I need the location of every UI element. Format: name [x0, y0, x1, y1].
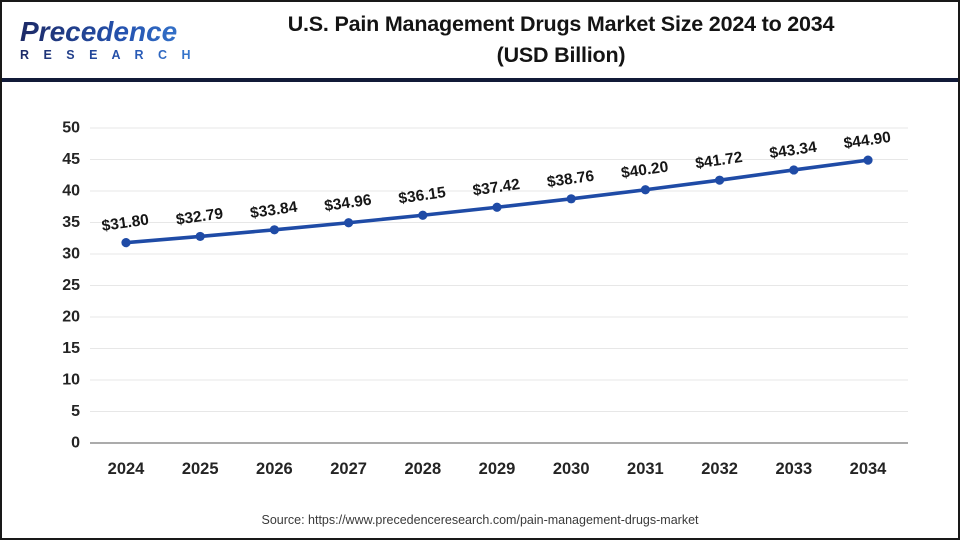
- y-tick-label: 45: [62, 151, 80, 168]
- data-point-label: $43.34: [769, 139, 819, 162]
- data-point: [863, 155, 873, 165]
- y-tick-label: 10: [62, 372, 80, 389]
- data-point-label: $44.90: [843, 129, 892, 152]
- data-point-label: $33.84: [249, 199, 299, 222]
- x-tick-label: 2034: [850, 460, 888, 478]
- y-tick-label: 40: [62, 183, 80, 200]
- x-tick-label: 2030: [553, 460, 590, 478]
- x-tick-label: 2033: [775, 460, 812, 478]
- chart-title-line1: U.S. Pain Management Drugs Market Size 2…: [287, 12, 835, 36]
- x-tick-label: 2031: [627, 460, 664, 478]
- data-point-label: $36.15: [398, 184, 448, 207]
- data-point-label: $37.42: [472, 176, 521, 199]
- x-tick-label: 2025: [182, 460, 219, 478]
- data-point: [121, 238, 131, 248]
- y-tick-label: 15: [62, 340, 80, 357]
- y-tick-label: 5: [71, 403, 80, 420]
- data-point: [492, 202, 502, 212]
- data-point-label: $40.20: [620, 159, 669, 182]
- chart-title: U.S. Pain Management Drugs Market Size 2…: [210, 9, 958, 71]
- y-tick-label: 20: [62, 309, 80, 326]
- data-point: [640, 185, 651, 195]
- y-tick-label: 50: [62, 120, 80, 137]
- y-tick-label: 25: [62, 277, 80, 294]
- data-point-label: $31.80: [101, 211, 150, 234]
- data-point: [344, 218, 354, 228]
- data-point: [566, 194, 576, 204]
- x-tick-label: 2026: [256, 460, 293, 478]
- logo-subtitle: R E S E A R C H: [20, 49, 210, 62]
- y-tick-label: 30: [62, 246, 80, 263]
- data-point-label: $34.96: [323, 192, 373, 215]
- chart-title-line2: (USD Billion): [496, 43, 626, 67]
- x-tick-label: 2027: [330, 460, 367, 478]
- data-point: [789, 165, 799, 175]
- series-line: [124, 158, 870, 245]
- data-point-label: $41.72: [694, 149, 743, 172]
- x-tick-label: 2032: [701, 460, 738, 478]
- x-tick-label: 2028: [404, 460, 441, 478]
- y-tick-label: 0: [71, 435, 80, 452]
- precedence-research-logo: Precedence R E S E A R C H: [2, 18, 210, 62]
- data-point: [418, 210, 428, 220]
- data-point-label: $38.76: [546, 168, 596, 191]
- data-point-label: $32.79: [175, 205, 225, 228]
- data-point: [195, 231, 205, 242]
- data-point: [715, 175, 725, 185]
- x-tick-label: 2024: [108, 460, 146, 478]
- data-point: [269, 225, 279, 235]
- source-attribution: Source: https://www.precedenceresearch.c…: [261, 513, 699, 527]
- logo-wordmark: Precedence: [20, 18, 210, 46]
- x-tick-label: 2029: [479, 460, 516, 478]
- header: Precedence R E S E A R C H U.S. Pain Man…: [2, 2, 958, 82]
- y-tick-label: 35: [62, 214, 80, 231]
